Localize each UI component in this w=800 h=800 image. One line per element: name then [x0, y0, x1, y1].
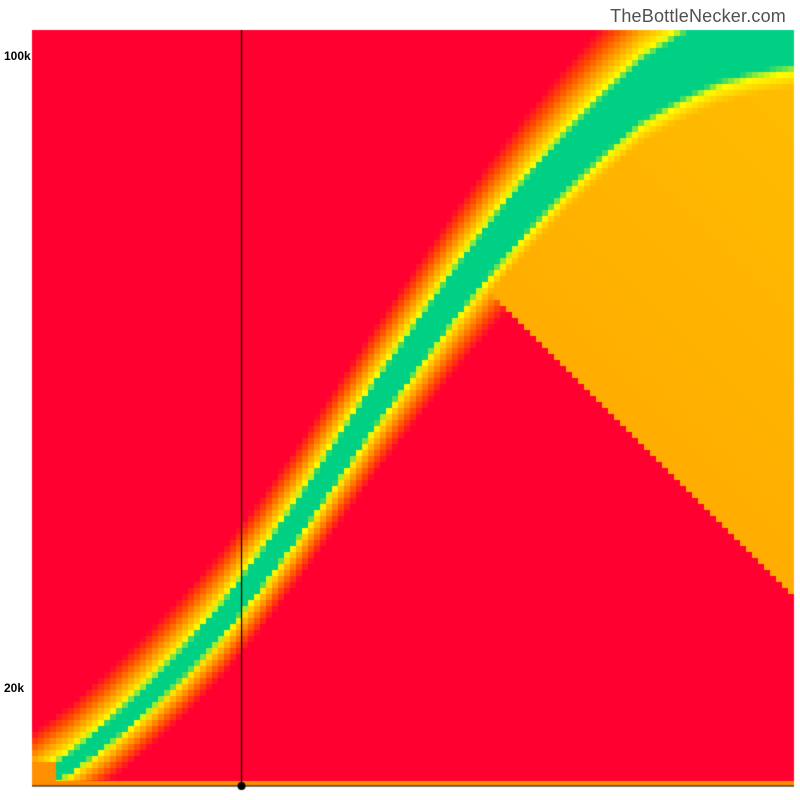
chart-container: TheBottleNecker.com 100k 20k — [0, 0, 800, 800]
y-tick-label: 20k — [4, 681, 24, 695]
y-tick-label: 100k — [4, 49, 31, 63]
watermark-text: TheBottleNecker.com — [610, 6, 786, 27]
heatmap-canvas — [0, 0, 800, 800]
